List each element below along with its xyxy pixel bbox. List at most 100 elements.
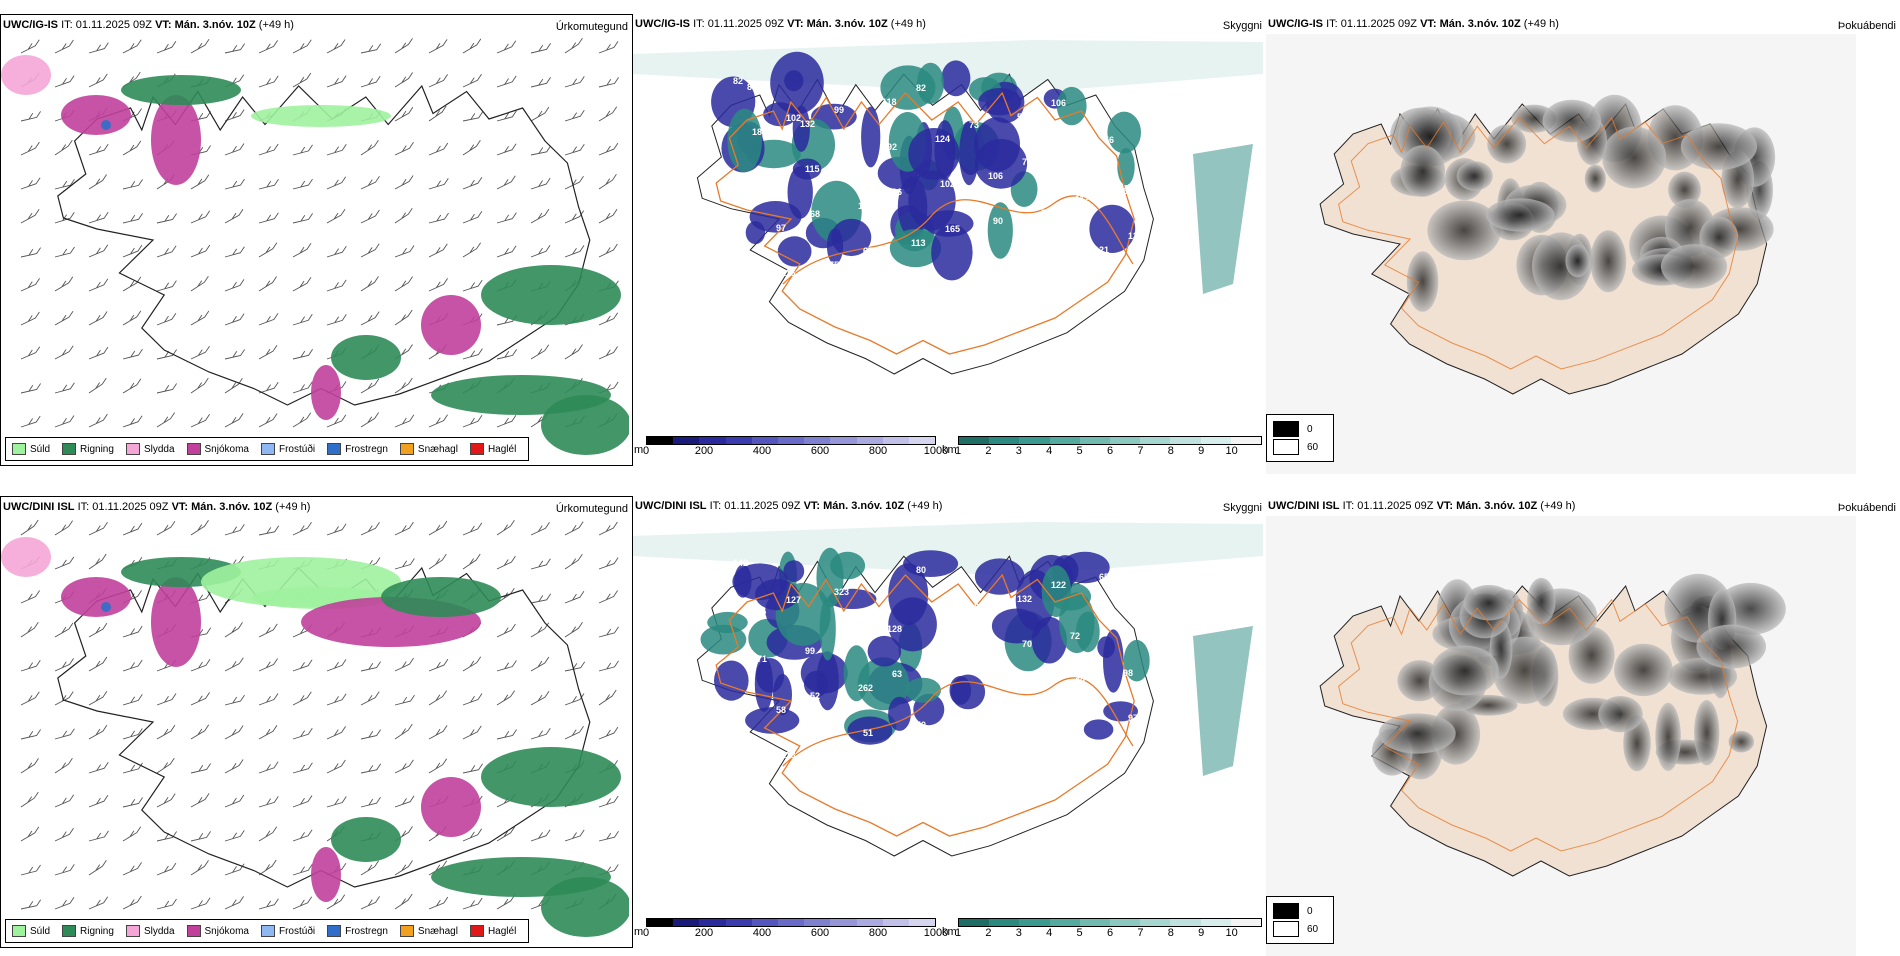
scale-tick: 3: [1015, 927, 1022, 939]
cloud-base-value: 51: [863, 728, 873, 738]
scale-tick: 5: [1076, 927, 1083, 939]
model-name: UWC/DINI ISL: [3, 501, 75, 513]
lead-time: (+49 h): [275, 501, 311, 513]
panel-header: UWC/IG-IS IT: 01.11.2025 09Z VT: Mán. 3.…: [3, 19, 294, 31]
cloud-base-value: 62: [998, 743, 1008, 753]
cloud-base-value: 112: [752, 609, 767, 619]
fog-areas: [1371, 573, 1786, 780]
panel-header: UWC/IG-IS IT: 01.11.2025 09Z VT: Mán. 3.…: [635, 18, 926, 30]
legend-label: Haglél: [487, 443, 517, 455]
vt-value: Mán. 3.nóv. 10Z: [1439, 18, 1521, 30]
vt-value: Mán. 3.nóv. 10Z: [174, 19, 256, 31]
precip-legend-item: Frostúði: [260, 443, 315, 455]
lead-time: (+49 h): [907, 500, 943, 512]
legend-swatch: [12, 925, 26, 937]
cloud-base-value: 115: [805, 164, 820, 174]
model-name: UWC/DINI ISL: [635, 500, 707, 512]
legend-swatch: [469, 925, 484, 937]
precip-area: [331, 817, 401, 862]
panel-title: Þokuábendi: [1837, 20, 1896, 32]
precip-legend-item: Súld: [12, 443, 50, 455]
vt-value: Mán. 3.nóv. 10Z: [1456, 500, 1538, 512]
panel-header: UWC/DINI ISL IT: 01.11.2025 09Z VT: Mán.…: [1268, 500, 1575, 512]
cloud-visibility-map: 142 127 170 63 55 62 122 176 71 52 51 80 68 70 60 97 113…: [633, 516, 1263, 911]
legend-label: Slydda: [143, 925, 175, 937]
precip-area: [331, 335, 401, 380]
precip-legend-item: Snjókoma: [186, 925, 249, 937]
it-value: 01.11.2025 09Z: [707, 18, 784, 30]
precip-legend-item: Snæhagl: [399, 443, 458, 455]
precip-type-panel: UWC/IG-IS IT: 01.11.2025 09Z VT: Mán. 3.…: [0, 14, 633, 466]
legend-label: 60: [1307, 923, 1319, 935]
cloud-base-value: 99: [834, 105, 844, 115]
lead-time: (+49 h): [258, 19, 294, 31]
cloud-base-value: 81: [747, 82, 757, 92]
panel-title: Skyggni: [1222, 20, 1262, 32]
cloud-base-scale: m 0 200 400 600 800 1000: [634, 918, 948, 939]
it-label: IT:: [61, 19, 73, 31]
cloud-base-value: 90: [993, 216, 1003, 226]
cloud-base-value: 134: [1128, 231, 1143, 241]
vt-value: Mán. 3.nóv. 10Z: [806, 18, 888, 30]
panel-header: UWC/DINI ISL IT: 01.11.2025 09Z VT: Mán.…: [635, 500, 942, 512]
precip-area: [311, 847, 341, 902]
legend-swatch: [1273, 421, 1299, 437]
scale-tick: 6: [1106, 927, 1114, 939]
vt-label: VT:: [155, 19, 172, 31]
fog-legend: 0 60: [1266, 414, 1334, 462]
legend-label: Frostregn: [345, 925, 388, 937]
it-value: 01.11.2025 09Z: [75, 19, 152, 31]
it-value: 01.11.2025 09Z: [1340, 18, 1417, 30]
cloud-base-colorbar: [646, 918, 936, 927]
cloud-base-value: 68: [810, 209, 820, 219]
cloud-base-value: 70: [1022, 639, 1032, 649]
cloud-base-value: 213: [993, 698, 1008, 708]
cloud-base-value: 122: [1051, 580, 1066, 590]
scale-tick: 2: [985, 927, 992, 939]
iceland-outline: [57, 84, 591, 406]
scale-tick: 400: [752, 445, 772, 457]
road-network: [715, 573, 1135, 837]
panel-header: UWC/IG-IS IT: 01.11.2025 09Z VT: Mán. 3.…: [1268, 18, 1559, 30]
road-network: [715, 91, 1135, 355]
vt-label: VT:: [787, 18, 804, 30]
it-value: 01.11.2025 09Z: [1357, 500, 1434, 512]
scale-tick: 10: [1225, 927, 1238, 939]
fog-index-panel: UWC/DINI ISL IT: 01.11.2025 09Z VT: Mán.…: [1266, 496, 1900, 956]
legend-label: 0: [1307, 905, 1313, 917]
fog-legend-item: 0: [1273, 421, 1327, 437]
legend-label: Snæhagl: [417, 925, 458, 937]
fog-legend-item: 60: [1273, 439, 1327, 455]
scale-tick: 1: [954, 445, 962, 457]
precip-map: [1, 37, 629, 455]
cloud-base-value: 52: [810, 691, 820, 701]
legend-swatch: [1273, 921, 1299, 937]
vt-label: VT:: [171, 501, 189, 513]
cloud-base-value: 99: [805, 646, 815, 656]
cloud-base-value: 86: [964, 757, 974, 767]
scale-tick: 0: [642, 927, 650, 939]
cloud-base-value: 75: [829, 260, 839, 270]
scale-tick: 7: [1137, 927, 1144, 939]
it-label: IT:: [77, 501, 90, 513]
legend-swatch: [125, 925, 140, 937]
cloud-base-value: 110: [1046, 735, 1061, 745]
scale-tick: 1000: [923, 927, 949, 939]
precip-legend-item: Frostúði: [260, 925, 315, 937]
precip-legend-item: Slydda: [125, 443, 175, 455]
legend-swatch: [399, 925, 414, 937]
cloud-base-value: 116: [781, 268, 796, 278]
cloud-base-value: 58: [776, 705, 786, 715]
visibility-unit: km: [942, 444, 957, 456]
visibility-band: [1193, 626, 1253, 776]
scale-tick: 4: [1046, 927, 1053, 939]
cloud-base-value: 82: [916, 83, 926, 93]
legend-label: Snjókoma: [204, 443, 249, 455]
model-name: UWC/IG-IS: [1268, 18, 1323, 30]
cloud-base-value: 82: [733, 76, 743, 86]
model-name: UWC/IG-IS: [635, 18, 690, 30]
legend-swatch: [62, 925, 77, 937]
legend-label: Snjókoma: [204, 925, 249, 937]
cloud-base-value: 183: [752, 127, 767, 137]
fog-index-map: [1266, 516, 1856, 956]
